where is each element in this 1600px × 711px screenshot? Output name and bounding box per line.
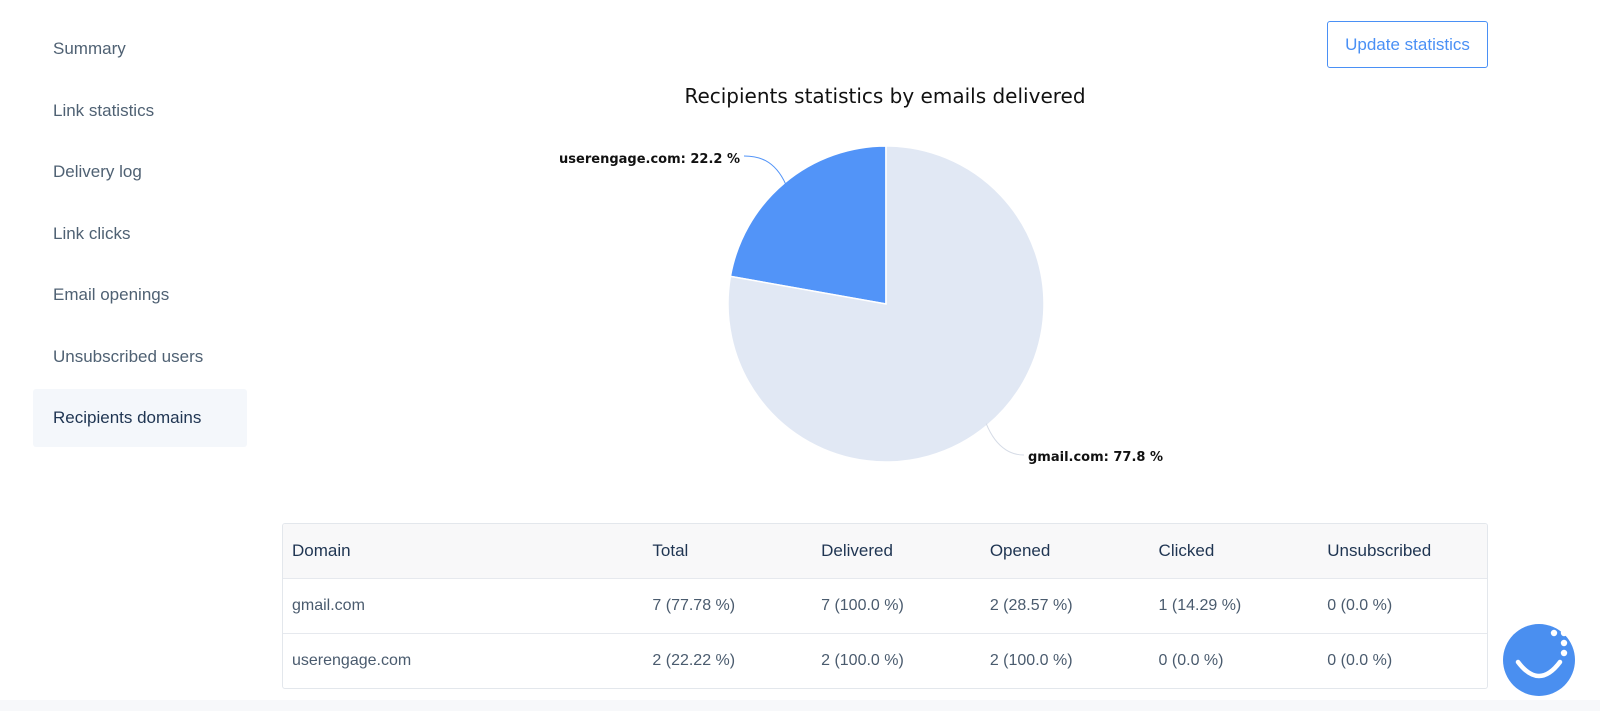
table-row: userengage.com 2 (22.22 %) 2 (100.0 %) 2… (283, 633, 1487, 688)
sidebar-item-delivery-log[interactable]: Delivery log (33, 143, 247, 201)
header-delivered[interactable]: Delivered (821, 541, 893, 560)
header-domain[interactable]: Domain (292, 541, 351, 560)
bottom-strip (0, 700, 1600, 711)
sidebar-item-email-openings[interactable]: Email openings (33, 266, 247, 324)
pie-connector-line (985, 423, 1025, 456)
header-total[interactable]: Total (652, 541, 689, 560)
sidebar-item-label: Recipients domains (53, 408, 202, 427)
sidebar-item-label: Link statistics (53, 100, 155, 120)
cell-opened: 2 (100.0 %) (989, 652, 1073, 669)
cell-delivered: 2 (100.0 %) (821, 652, 904, 669)
sidebar-item-summary[interactable]: Summary (33, 20, 247, 78)
sidebar: Summary Link statistics Delivery log Lin… (33, 20, 247, 451)
sidebar-item-label: Email openings (53, 285, 170, 304)
chart-title: Recipients statistics by emails delivere… (684, 84, 1086, 108)
header-unsubscribed[interactable]: Unsubscribed (1327, 541, 1432, 560)
sidebar-item-label: Delivery log (53, 162, 142, 181)
cell-unsubscribed: 0 (0.0 %) (1327, 597, 1393, 614)
header-clicked[interactable]: Clicked (1158, 541, 1215, 560)
cell-clicked: 1 (14.29 %) (1158, 597, 1242, 614)
cell-delivered: 7 (100.0 %) (821, 597, 904, 614)
table-header-row: Domain Total Delivered Opened Clicked Un… (283, 524, 1487, 578)
sidebar-item-recipients-domains[interactable]: Recipients domains (33, 389, 247, 447)
cell-total: 2 (22.22 %) (652, 652, 736, 669)
sidebar-item-link-clicks[interactable]: Link clicks (33, 205, 247, 263)
recipients-domains-table: Domain Total Delivered Opened Clicked Un… (282, 523, 1488, 689)
sidebar-item-label: Link clicks (53, 223, 131, 243)
pie-label-gmail-com: gmail.com: 77.8 % (1028, 450, 1163, 465)
cell-total: 7 (77.78 %) (652, 597, 736, 614)
update-statistics-button[interactable]: Update statistics (1327, 21, 1488, 68)
sidebar-item-link-statistics[interactable]: Link statistics (33, 82, 247, 140)
chat-smile-icon (1503, 624, 1575, 696)
table-row: gmail.com 7 (77.78 %) 7 (100.0 %) 2 (28.… (283, 578, 1487, 633)
sidebar-item-unsubscribed-users[interactable]: Unsubscribed users (33, 328, 247, 386)
chat-widget-button[interactable] (1503, 624, 1575, 696)
sidebar-item-label: Unsubscribed users (53, 346, 204, 366)
cell-unsubscribed: 0 (0.0 %) (1327, 652, 1393, 669)
pie-connector-line (743, 155, 787, 185)
header-opened[interactable]: Opened (989, 541, 1051, 560)
cell-opened: 2 (28.57 %) (989, 597, 1073, 614)
sidebar-item-label: Summary (53, 39, 126, 58)
cell-clicked: 0 (0.0 %) (1158, 652, 1224, 669)
cell-domain: gmail.com (292, 597, 365, 614)
cell-domain: userengage.com (292, 652, 412, 669)
pie-label-userengage-com: userengage.com: 22.2 % (559, 152, 740, 167)
